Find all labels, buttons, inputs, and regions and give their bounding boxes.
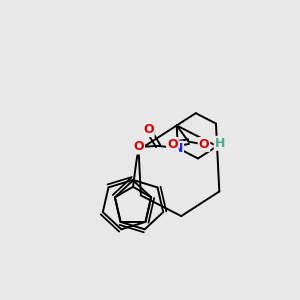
Text: H: H	[215, 137, 225, 150]
Text: O: O	[199, 138, 209, 151]
Text: N: N	[172, 142, 183, 154]
Text: O: O	[134, 140, 144, 154]
Text: O: O	[143, 123, 154, 136]
Text: O: O	[167, 138, 178, 151]
